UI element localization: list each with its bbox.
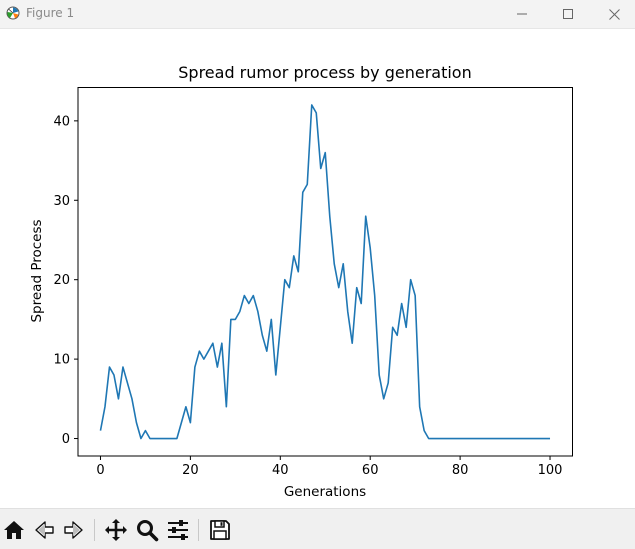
- series-line: [99, 104, 551, 440]
- toolbar-separator: [94, 519, 95, 541]
- plot-area-frame: [77, 87, 573, 457]
- forward-button[interactable]: [61, 517, 87, 543]
- floppy-disk-icon: [210, 520, 230, 540]
- line-chart: Spread rumor process by generation 0 20 40…: [0, 29, 635, 508]
- sliders-icon: [168, 520, 188, 540]
- x-tick-label: 60: [362, 463, 379, 478]
- configure-subplots-button[interactable]: [165, 517, 191, 543]
- minimize-icon: [517, 13, 527, 15]
- window-titlebar: Figure 1: [0, 0, 635, 29]
- matplotlib-logo-icon: [6, 6, 20, 20]
- x-tick-label: 0: [96, 463, 104, 478]
- home-button[interactable]: [1, 517, 27, 543]
- x-axis-label: Generations: [284, 484, 366, 500]
- y-tick-label: 30: [53, 194, 70, 209]
- move-arrows-icon: [105, 519, 127, 541]
- forward-arrow-icon: [64, 521, 83, 539]
- close-button[interactable]: [591, 0, 635, 28]
- magnifier-icon: [137, 520, 159, 542]
- y-tick-label: 40: [53, 114, 70, 129]
- y-tick-label: 10: [53, 353, 70, 368]
- toolbar-separator: [198, 519, 199, 541]
- navigation-toolbar: [0, 508, 635, 549]
- minimize-button[interactable]: [499, 0, 545, 28]
- x-tick-label: 40: [272, 463, 289, 478]
- maximize-button[interactable]: [545, 0, 591, 28]
- home-icon: [4, 521, 24, 539]
- y-tick-label: 0: [62, 432, 70, 447]
- figure-canvas[interactable]: Spread rumor process by generation 0 20 40…: [0, 29, 635, 508]
- pan-button[interactable]: [103, 517, 129, 543]
- maximize-icon: [563, 9, 573, 19]
- y-tick-label: 20: [53, 273, 70, 288]
- close-icon: [608, 8, 620, 20]
- zoom-button[interactable]: [134, 517, 160, 543]
- save-button[interactable]: [207, 517, 233, 543]
- window-title: Figure 1: [26, 6, 75, 20]
- y-axis-label: Spread Process: [29, 219, 45, 322]
- x-tick-label: 100: [538, 463, 563, 478]
- x-tick-label: 20: [182, 463, 199, 478]
- x-tick-label: 80: [452, 463, 469, 478]
- back-button[interactable]: [31, 517, 57, 543]
- chart-title: Spread rumor process by generation: [178, 63, 471, 82]
- back-arrow-icon: [35, 521, 54, 539]
